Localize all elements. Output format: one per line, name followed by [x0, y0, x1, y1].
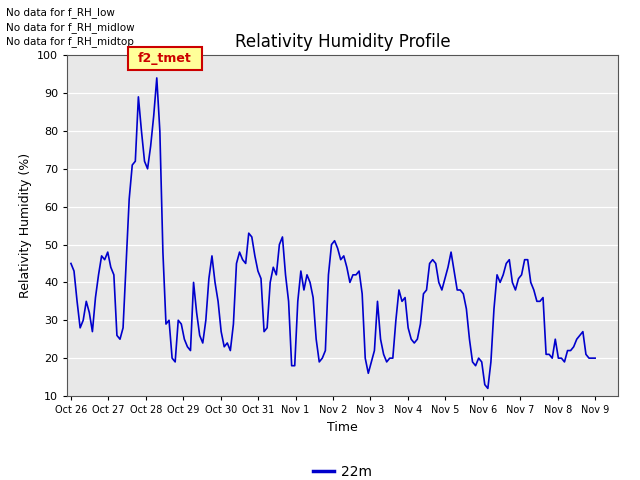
Title: Relativity Humidity Profile: Relativity Humidity Profile	[235, 33, 450, 51]
Text: f2_tmet: f2_tmet	[138, 51, 191, 65]
Text: No data for f_RH_midtop: No data for f_RH_midtop	[6, 36, 134, 47]
X-axis label: Time: Time	[327, 420, 358, 433]
Y-axis label: Relativity Humidity (%): Relativity Humidity (%)	[19, 153, 31, 298]
Legend: 22m: 22m	[307, 459, 378, 480]
Text: No data for f_RH_low: No data for f_RH_low	[6, 7, 115, 18]
Text: No data for f_RH_midlow: No data for f_RH_midlow	[6, 22, 135, 33]
